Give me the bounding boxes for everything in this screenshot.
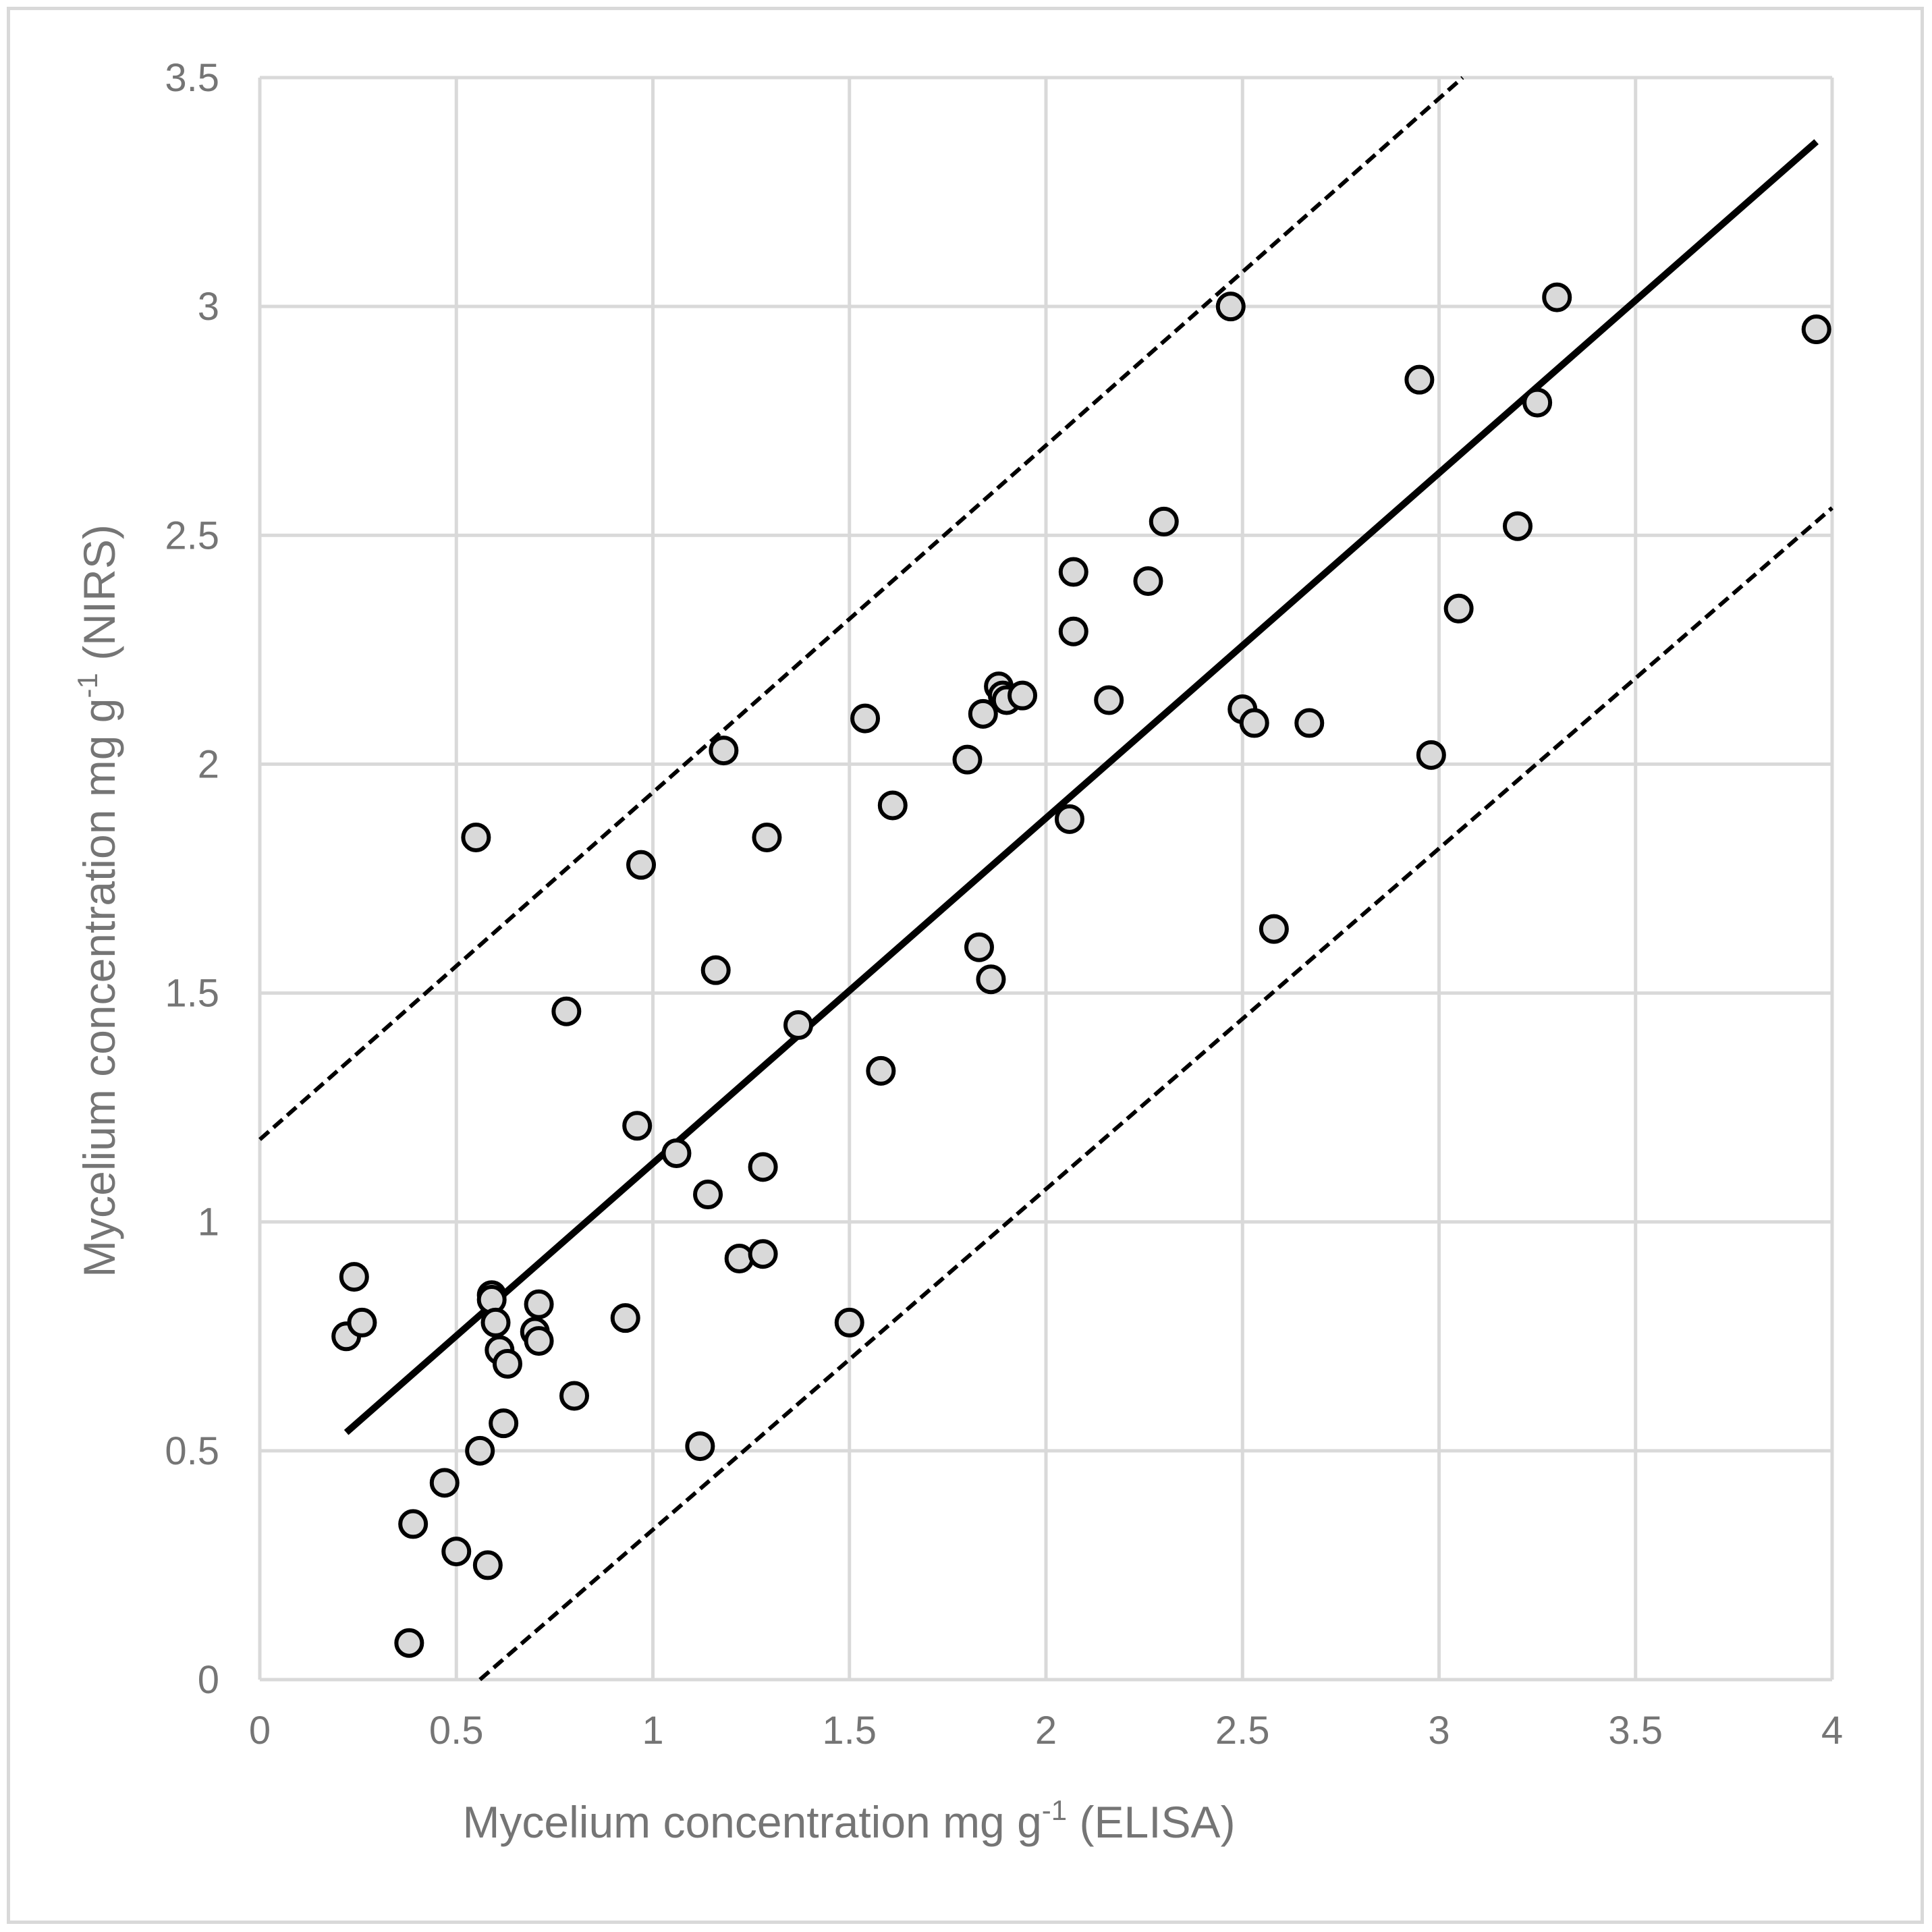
data-point <box>877 790 908 821</box>
data-point <box>429 1468 460 1498</box>
y-axis-ticks: 0 0.5 1 1.5 2 2.5 3 3.5 <box>165 56 219 1702</box>
data-point <box>1801 314 1831 345</box>
data-point <box>1058 616 1088 646</box>
y-tick-label: 0.5 <box>165 1429 219 1473</box>
x-tick-label: 3 <box>1428 1709 1450 1752</box>
data-point <box>1294 708 1325 738</box>
x-tick-label: 0.5 <box>429 1709 484 1752</box>
y-tick-label: 2 <box>198 742 219 786</box>
trend-lines <box>258 76 1833 1682</box>
data-point <box>1404 364 1435 395</box>
data-point <box>1416 740 1446 770</box>
data-point <box>559 1381 589 1411</box>
chart-frame: 0 0.5 1 1.5 2 2.5 3 3.5 4 0 0.5 1 1.5 2 2.5 3 3.5 Mycel… <box>7 7 1924 1924</box>
x-tick-label: 1 <box>642 1709 663 1752</box>
data-point <box>709 736 739 766</box>
gridlines <box>258 76 1834 1682</box>
x-axis-title: Mycelium concentration mg g-1 (ELISA) <box>462 1794 1235 1847</box>
data-point <box>952 744 983 775</box>
x-tick-label: 2.5 <box>1215 1709 1270 1752</box>
data-point <box>1058 557 1088 587</box>
lower-bound-line <box>478 506 1833 1682</box>
scatter-chart: 0 0.5 1 1.5 2 2.5 3 3.5 4 0 0.5 1 1.5 2 2.5 3 3.5 Mycel… <box>72 56 1843 1847</box>
data-point <box>489 1408 519 1439</box>
data-point <box>968 698 998 729</box>
data-point <box>866 1055 896 1086</box>
data-point <box>339 1262 369 1292</box>
data-point <box>461 822 491 852</box>
data-point <box>551 996 582 1026</box>
y-tick-label: 2.5 <box>165 514 219 557</box>
data-point <box>752 822 782 852</box>
data-point <box>398 1509 429 1539</box>
data-point <box>465 1435 495 1466</box>
data-point <box>492 1348 522 1379</box>
data-point <box>626 850 657 880</box>
data-point <box>610 1303 640 1333</box>
data-point <box>724 1243 754 1273</box>
data-point <box>480 1307 511 1337</box>
x-tick-label: 1.5 <box>822 1709 877 1752</box>
data-point <box>700 955 731 985</box>
upper-bound-line <box>258 76 1464 1141</box>
x-axis-ticks: 0 0.5 1 1.5 2 2.5 3 3.5 4 <box>249 1709 1843 1752</box>
y-tick-label: 0 <box>198 1658 219 1702</box>
data-point <box>1542 282 1572 312</box>
y-axis-title: Mycelium concentration mg g-1 (NIRS) <box>72 524 124 1277</box>
data-point <box>834 1307 864 1337</box>
data-point <box>748 1239 778 1269</box>
data-point <box>1503 511 1533 541</box>
x-tick-label: 0 <box>249 1709 271 1752</box>
y-tick-label: 1 <box>198 1200 219 1244</box>
data-point <box>1259 914 1289 944</box>
regression-line-line <box>343 139 1819 1435</box>
data-point <box>347 1307 377 1337</box>
data-point <box>1522 387 1553 418</box>
y-tick-label: 3.5 <box>165 56 219 100</box>
data-point <box>685 1431 715 1462</box>
data-point <box>748 1152 778 1182</box>
x-tick-label: 3.5 <box>1608 1709 1663 1752</box>
y-tick-label: 3 <box>198 285 219 329</box>
data-point <box>394 1628 424 1658</box>
data-point <box>850 703 881 734</box>
data-point <box>524 1289 554 1319</box>
data-point <box>976 964 1006 995</box>
data-point <box>1239 708 1269 738</box>
data-point <box>783 1010 814 1041</box>
x-tick-label: 4 <box>1821 1709 1843 1752</box>
data-point <box>1133 566 1163 597</box>
y-tick-label: 1.5 <box>165 972 219 1016</box>
data-point <box>1149 506 1179 536</box>
data-point <box>964 932 994 962</box>
data-point <box>472 1550 503 1580</box>
data-point <box>441 1537 472 1567</box>
x-tick-label: 2 <box>1035 1709 1057 1752</box>
data-point <box>693 1180 723 1210</box>
data-point <box>524 1326 554 1356</box>
data-point <box>1094 685 1124 715</box>
data-point <box>1054 804 1084 834</box>
data-point <box>661 1138 692 1168</box>
data-point <box>1443 593 1474 624</box>
data-point <box>1008 680 1038 711</box>
data-point <box>622 1111 653 1141</box>
data-points <box>331 282 1831 1658</box>
data-point <box>1215 292 1246 322</box>
